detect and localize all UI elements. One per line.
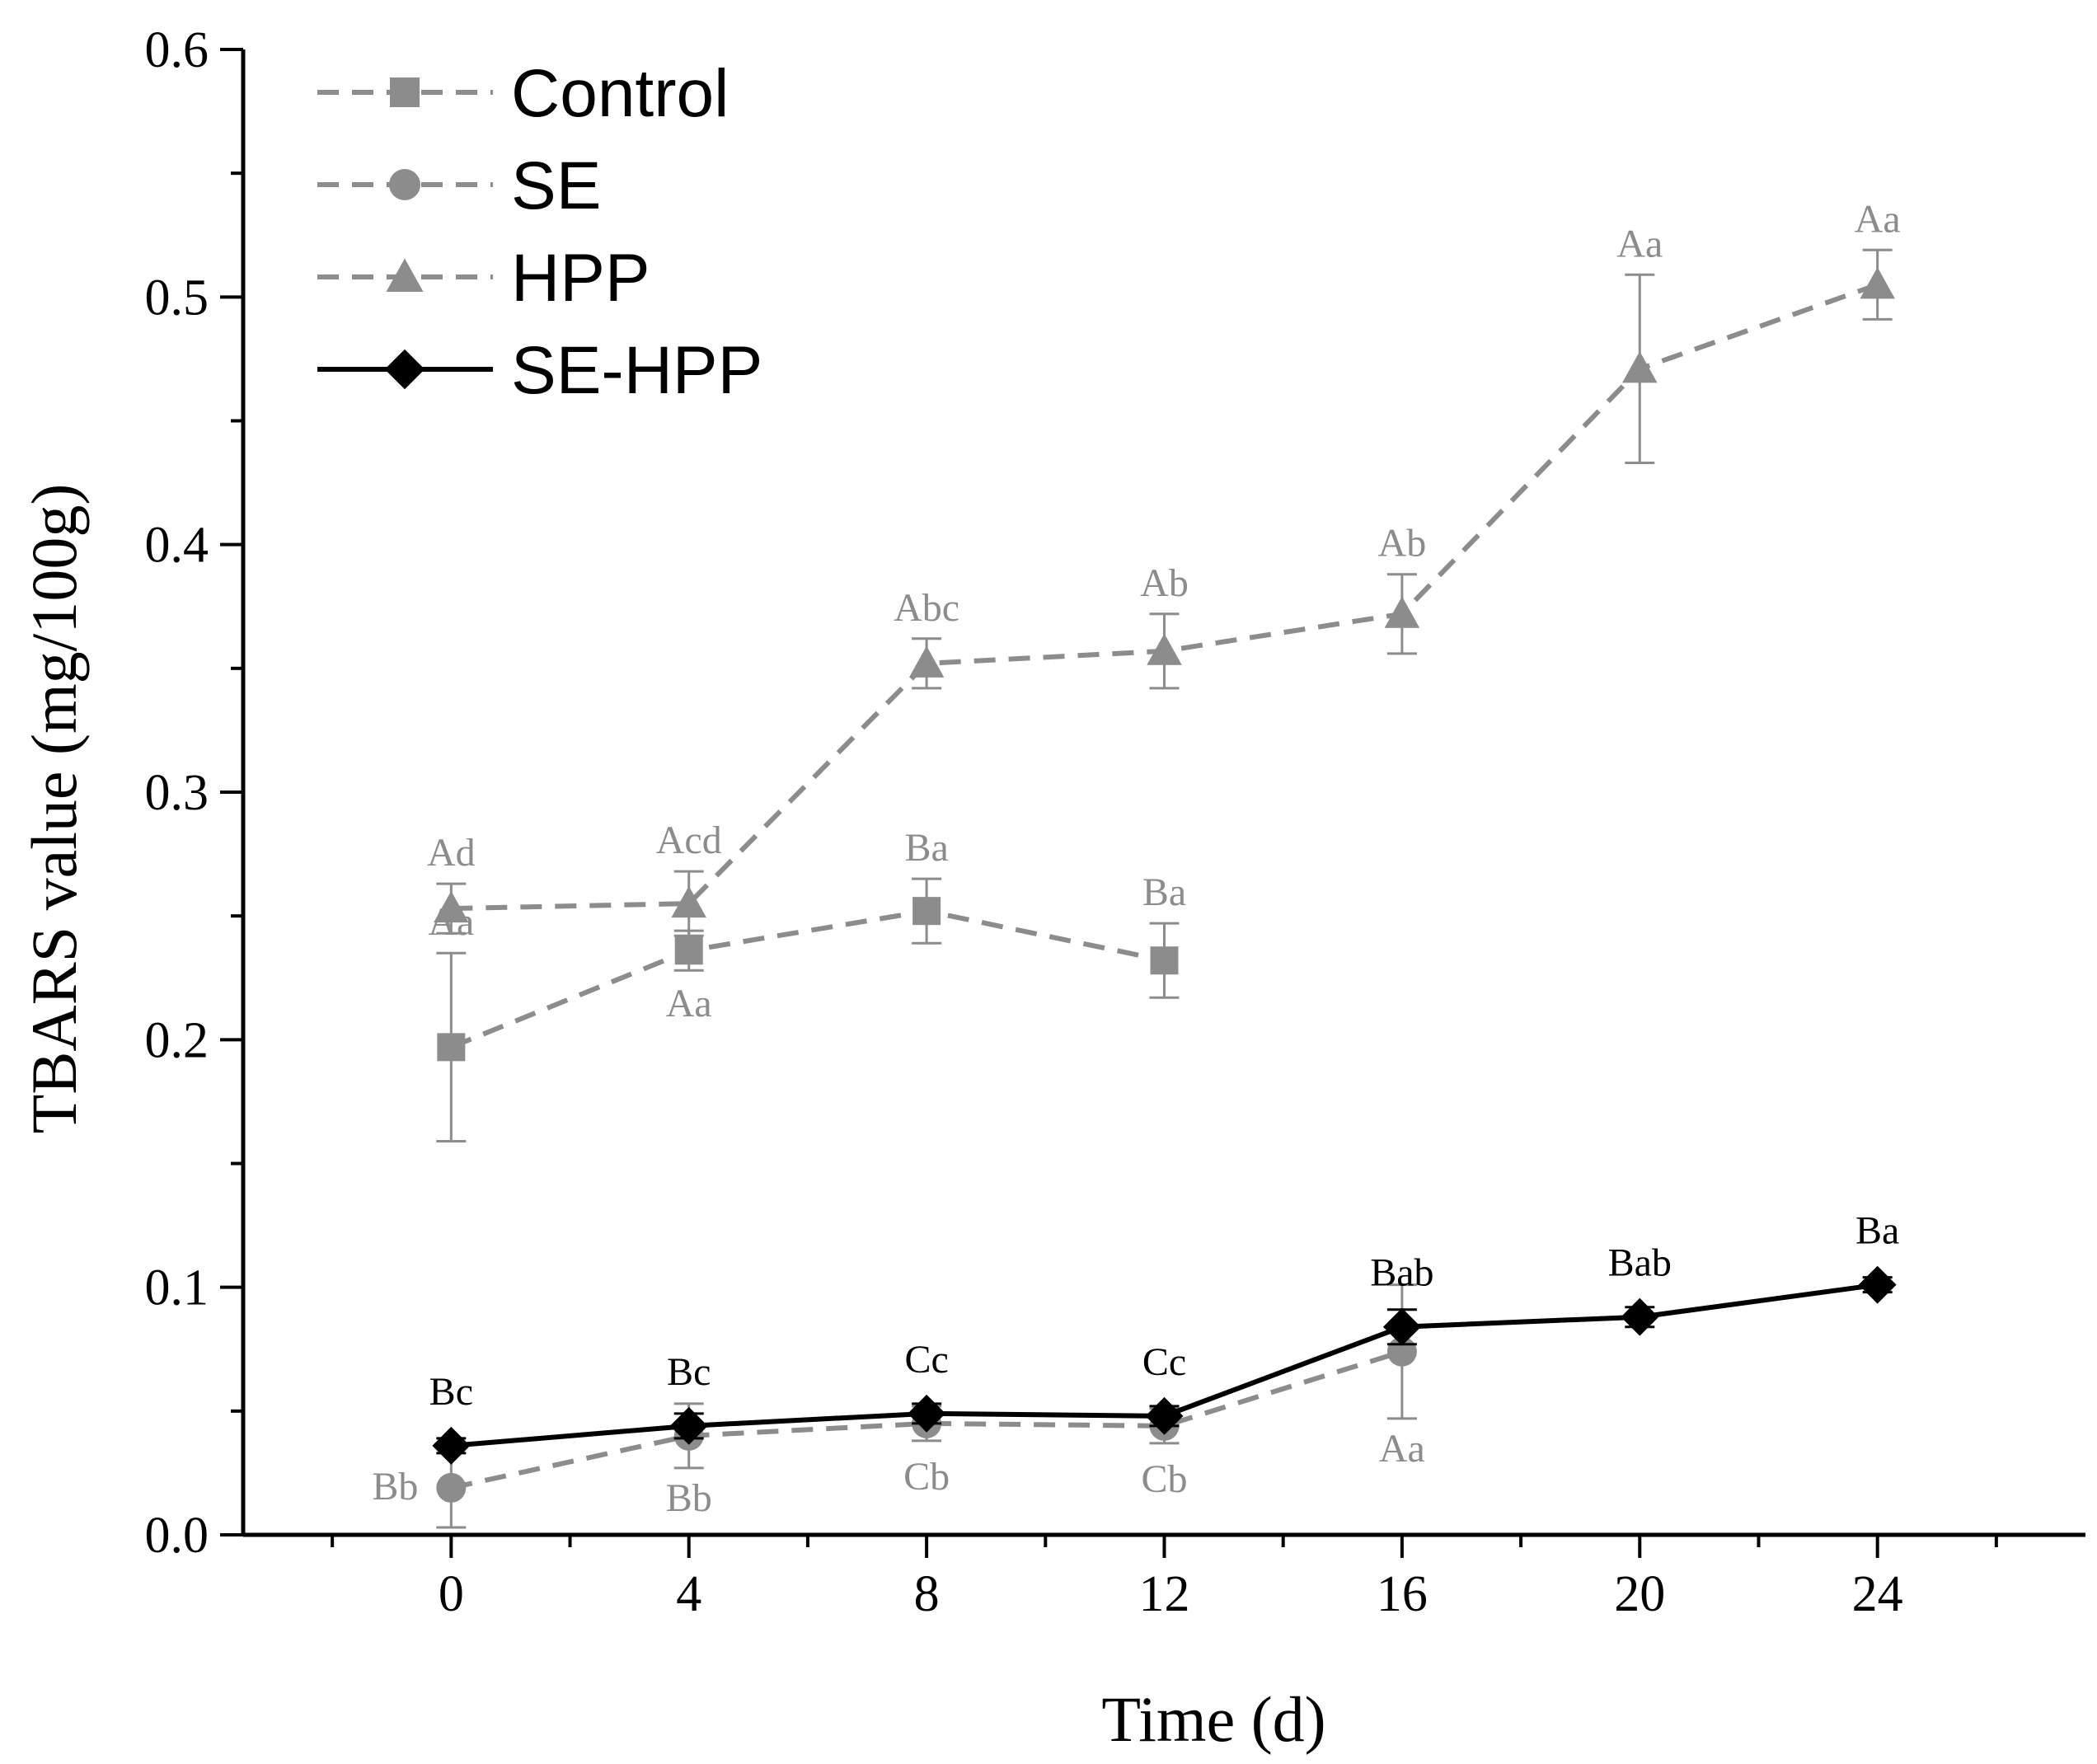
y-tick-label: 0.4: [145, 518, 209, 574]
series-group: [432, 248, 1897, 1529]
x-tick-label: 8: [914, 1566, 940, 1622]
se-hpp-significance-label: Cc: [1142, 1340, 1186, 1384]
significance-labels-group: Aa Aa Ba Ba Bb Bb Cb Cb Aa Ad Acd Abc Ab Ab Aa Aa Bc Bc Cc…: [372, 197, 1900, 1520]
hpp-data-point: [434, 890, 469, 923]
axes-group: 0.0 0.1 0.2 0.3 0.4 0.5 0.6 0 4 8 12 16 20 24 Time (d)…: [18, 22, 2085, 1755]
y-tick-label: 0.6: [145, 22, 209, 78]
hpp-significance-label: Ab: [1378, 522, 1427, 565]
control-series: [436, 877, 1180, 1142]
hpp-series: [434, 248, 1895, 937]
hpp-significance-label: Abc: [894, 586, 959, 630]
x-tick-label: 20: [1614, 1566, 1665, 1622]
se-hpp-significance-label: Bc: [429, 1370, 473, 1414]
se-hpp-data-point: [1858, 1265, 1897, 1304]
x-tick-label: 4: [676, 1566, 701, 1622]
hpp-significance-label: Aa: [1616, 222, 1663, 265]
legend-item-hpp: HPP: [317, 241, 650, 316]
hpp-significance-label: Ab: [1140, 561, 1189, 605]
se-significance-label: Aa: [1379, 1427, 1425, 1471]
se-hpp-data-point: [669, 1406, 708, 1445]
hpp-data-point: [1860, 267, 1895, 299]
se-hpp-data-point: [1145, 1396, 1184, 1435]
x-tick-label: 12: [1139, 1566, 1190, 1622]
se-significance-label: Bb: [372, 1465, 418, 1508]
se-hpp-significance-label: Bc: [667, 1350, 711, 1394]
x-axis-title: Time (d): [1101, 1683, 1325, 1755]
legend-item-se: SE: [317, 148, 601, 223]
se-hpp-significance-label: Ba: [1855, 1209, 1899, 1253]
control-significance-label: Aa: [666, 982, 712, 1025]
se-significance-label: Bb: [666, 1476, 712, 1520]
y-axis-title: TBARS value (mg/100g): [18, 484, 90, 1134]
legend-label-se: SE: [511, 148, 601, 223]
legend-marker-se: [389, 169, 420, 200]
legend-marker-control: [390, 77, 420, 107]
se-hpp-series: [432, 1265, 1897, 1465]
se-hpp-significance-label: Cc: [904, 1338, 948, 1382]
legend-marker-se-hpp: [384, 349, 425, 390]
legend-marker-hpp: [386, 258, 424, 292]
legend-label-hpp: HPP: [511, 241, 650, 316]
se-line: [450, 1349, 1403, 1490]
control-significance-label: Ba: [904, 826, 948, 870]
se-data-point: [436, 1472, 467, 1503]
x-tick-label: 0: [439, 1566, 464, 1622]
y-tick-label: 0.3: [145, 765, 209, 821]
control-data-point: [674, 936, 703, 965]
x-tick-label: 16: [1377, 1566, 1428, 1622]
legend-label-control: Control: [511, 56, 729, 131]
legend-label-se-hpp: SE-HPP: [511, 333, 762, 408]
control-data-point: [1150, 946, 1179, 975]
se-hpp-significance-label: Bab: [1370, 1251, 1433, 1295]
hpp-data-point: [1147, 633, 1182, 665]
y-tick-label: 0.5: [145, 270, 209, 326]
y-tick-label: 0.2: [145, 1012, 209, 1068]
legend-item-control: Control: [317, 56, 729, 131]
control-data-point: [437, 1033, 466, 1062]
legend-item-se-hpp: SE-HPP: [317, 333, 762, 408]
x-tick-label: 24: [1852, 1566, 1903, 1622]
y-tick-label: 0.1: [145, 1260, 209, 1316]
hpp-significance-label: Acd: [656, 819, 722, 862]
se-hpp-data-point: [1621, 1297, 1659, 1336]
y-tick-label: 0.0: [145, 1508, 209, 1564]
se-hpp-data-point: [432, 1426, 471, 1465]
se-significance-label: Cb: [903, 1455, 950, 1499]
legend: Control SE HPP SE-HPP: [317, 56, 762, 408]
hpp-data-point: [1384, 596, 1420, 628]
se-hpp-significance-label: Bab: [1608, 1241, 1672, 1285]
hpp-data-point: [671, 885, 706, 918]
hpp-significance-label: Ad: [427, 831, 476, 875]
control-data-point: [912, 897, 941, 926]
hpp-data-point: [1622, 351, 1658, 383]
se-hpp-data-point: [908, 1394, 946, 1433]
hpp-significance-label: Aa: [1855, 197, 1901, 241]
control-significance-label: Ba: [1142, 870, 1186, 914]
se-hpp-data-point: [1382, 1307, 1421, 1346]
control-significance-label: Aa: [428, 900, 474, 944]
hpp-data-point: [908, 645, 945, 678]
control-line: [450, 908, 1166, 1050]
se-significance-label: Cb: [1141, 1457, 1187, 1501]
